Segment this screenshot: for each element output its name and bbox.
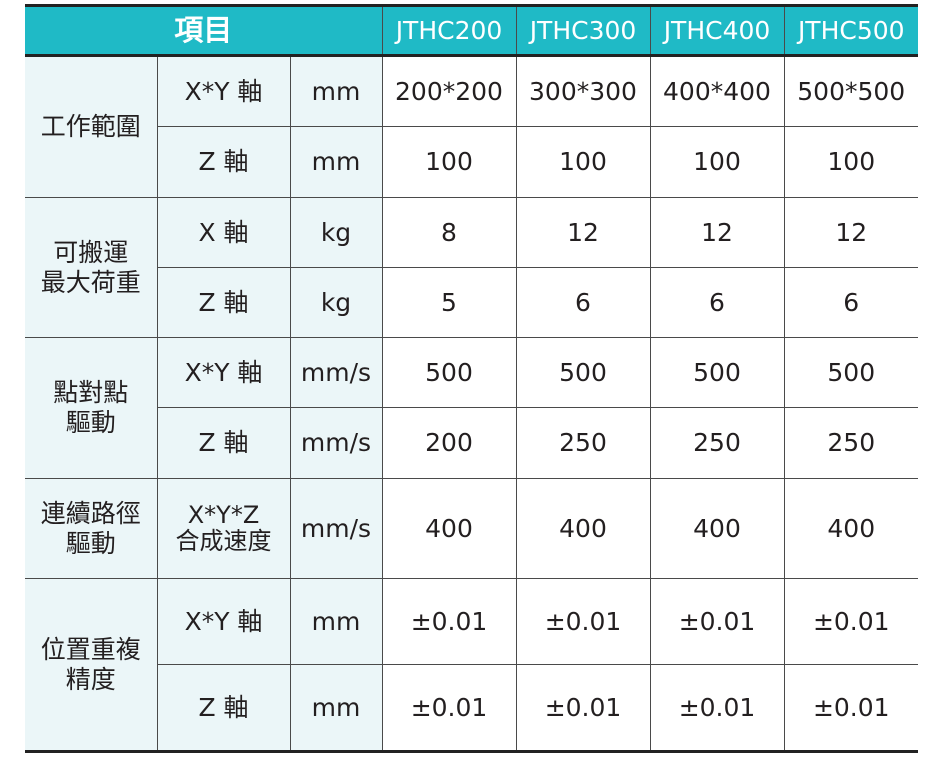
header-model: JTHC300 <box>515 4 651 57</box>
value-cell: ±0.01 <box>649 664 785 753</box>
unit-label: mm <box>289 126 383 198</box>
value-cell: ±0.01 <box>515 664 651 753</box>
spec-table: 項目 JTHC200 JTHC300 JTHC400 JTHC500 工作範圍 X… <box>25 4 918 753</box>
axis-label: X*Y*Z 合成速度 <box>156 478 291 579</box>
group-label: 位置重複 精度 <box>25 578 158 753</box>
value-cell: 100 <box>515 126 651 198</box>
value-cell: ±0.01 <box>783 664 918 753</box>
group-label: 連續路徑 驅動 <box>25 478 158 579</box>
value-cell: ±0.01 <box>783 578 918 665</box>
value-cell: 400 <box>515 478 651 579</box>
group-label: 點對點 驅動 <box>25 337 158 479</box>
axis-label: Z 軸 <box>157 407 291 479</box>
header-item: 項目 <box>25 4 383 57</box>
unit-label: mm <box>289 578 383 665</box>
axis-label: Z 軸 <box>157 126 291 198</box>
table-row: 連續路徑 驅動 X*Y*Z 合成速度 mm/s 400 400 400 400 <box>25 478 918 579</box>
value-cell: 8 <box>381 197 517 268</box>
value-cell: ±0.01 <box>649 578 785 665</box>
table-row: Z 軸 mm/s 200 250 250 250 <box>25 407 918 479</box>
value-cell: 6 <box>515 267 651 338</box>
value-cell: 12 <box>783 197 918 268</box>
unit-label: mm <box>289 55 383 127</box>
axis-label: X*Y 軸 <box>156 337 291 408</box>
value-cell: ±0.01 <box>381 578 517 665</box>
value-cell: 100 <box>783 126 918 198</box>
table-row: Z 軸 mm 100 100 100 100 <box>25 126 918 198</box>
value-cell: 400 <box>783 478 918 579</box>
unit-label: kg <box>289 197 383 268</box>
value-cell: 500 <box>515 337 651 408</box>
table-row: 位置重複 精度 X*Y 軸 mm ±0.01 ±0.01 ±0.01 ±0.01 <box>25 578 918 753</box>
table-row: 工作範圍 X*Y 軸 mm 200*200 300*300 400*400 500*500 <box>25 55 918 198</box>
value-cell: ±0.01 <box>515 578 651 665</box>
unit-label: mm <box>289 664 383 753</box>
unit-label: mm/s <box>289 407 383 479</box>
value-cell: 400 <box>649 478 785 579</box>
value-cell: 200 <box>381 407 517 479</box>
value-cell: 500 <box>381 337 517 408</box>
unit-label: mm/s <box>289 478 383 579</box>
header-model: JTHC500 <box>783 4 918 57</box>
value-cell: 6 <box>783 267 918 338</box>
group-label: 工作範圍 <box>25 55 158 198</box>
header-row: 項目 JTHC200 JTHC300 JTHC400 JTHC500 <box>25 4 918 57</box>
value-cell: 500*500 <box>783 55 918 127</box>
group-label: 可搬運 最大荷重 <box>25 197 158 338</box>
value-cell: 250 <box>649 407 785 479</box>
unit-label: kg <box>289 267 383 338</box>
header-model: JTHC400 <box>649 4 785 57</box>
header-model: JTHC200 <box>381 4 517 57</box>
value-cell: 12 <box>649 197 785 268</box>
table-row: 可搬運 最大荷重 X 軸 kg 8 12 12 12 <box>25 197 918 338</box>
value-cell: 6 <box>649 267 785 338</box>
unit-label: mm/s <box>289 337 383 408</box>
value-cell: 200*200 <box>381 55 517 127</box>
table-row: Z 軸 kg 5 6 6 6 <box>25 267 918 338</box>
value-cell: 100 <box>649 126 785 198</box>
value-cell: 400 <box>381 478 517 579</box>
axis-label: X 軸 <box>156 197 291 268</box>
value-cell: 100 <box>381 126 517 198</box>
table-row: Z 軸 mm ±0.01 ±0.01 ±0.01 ±0.01 <box>25 664 918 753</box>
value-cell: 250 <box>783 407 918 479</box>
axis-label: X*Y 軸 <box>156 578 291 665</box>
value-cell: 400*400 <box>649 55 785 127</box>
axis-label: Z 軸 <box>157 664 291 753</box>
value-cell: ±0.01 <box>381 664 517 753</box>
axis-label: Z 軸 <box>157 267 291 338</box>
value-cell: 300*300 <box>515 55 651 127</box>
value-cell: 500 <box>783 337 918 408</box>
value-cell: 500 <box>649 337 785 408</box>
value-cell: 12 <box>515 197 651 268</box>
value-cell: 250 <box>515 407 651 479</box>
axis-label: X*Y 軸 <box>156 55 291 127</box>
value-cell: 5 <box>381 267 517 338</box>
table-row: 點對點 驅動 X*Y 軸 mm/s 500 500 500 500 <box>25 337 918 479</box>
